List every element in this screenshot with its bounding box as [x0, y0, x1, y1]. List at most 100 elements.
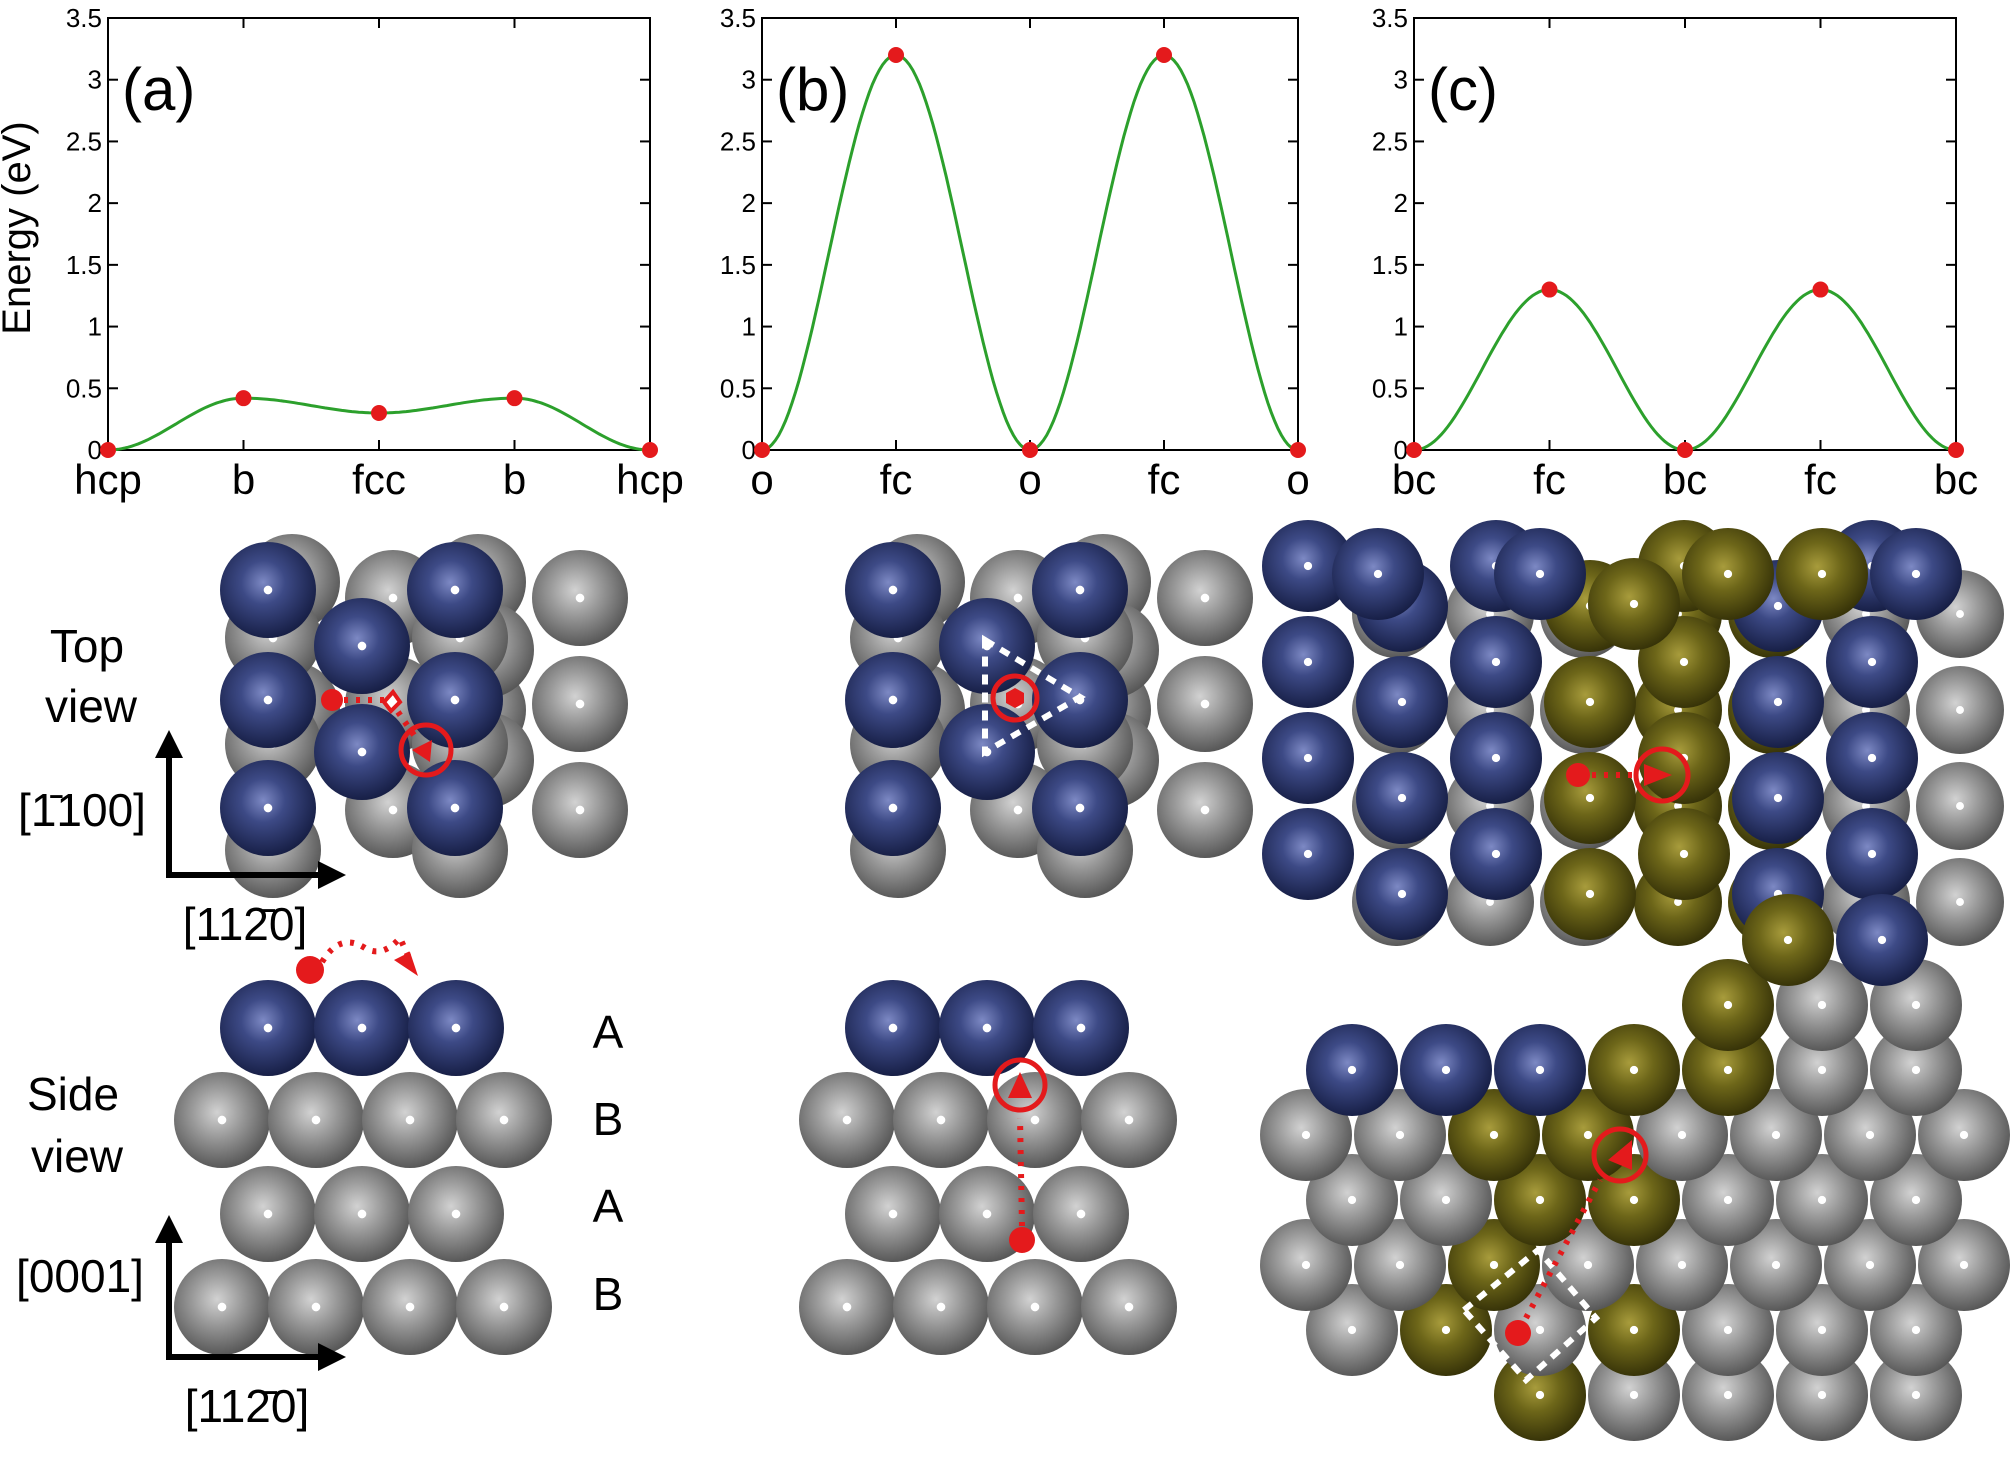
grey-atom [1870, 1284, 1962, 1376]
blue-atom [1262, 808, 1354, 900]
blue-atom [1356, 752, 1448, 844]
blue-atom [1494, 1024, 1586, 1116]
x-category-label: fcc [352, 456, 406, 503]
grey-atom [1354, 1089, 1446, 1181]
structure-b-side-view [799, 980, 1177, 1355]
x-category-label: fc [1533, 456, 1566, 503]
energy-point [754, 442, 770, 458]
energy-point [642, 442, 658, 458]
blue-atom [407, 760, 503, 856]
side-horizontal-direction-label: [112̄0] [185, 1380, 309, 1432]
grey-atom [1400, 1154, 1492, 1246]
blue-atom [1262, 616, 1354, 708]
blue-atom [845, 760, 941, 856]
blue-atom [407, 542, 503, 638]
grey-atom [456, 1259, 552, 1355]
blue-atom [1836, 894, 1928, 986]
y-tick-label: 1 [88, 312, 102, 342]
energy-point [1948, 442, 1964, 458]
blue-atom [220, 760, 316, 856]
olive-atom [1776, 528, 1868, 620]
grey-atom [532, 762, 628, 858]
grey-atom [987, 1072, 1083, 1168]
blue-atom [939, 980, 1035, 1076]
olive-atom [1544, 656, 1636, 748]
y-tick-label: 0.5 [720, 373, 756, 403]
blue-atom [1032, 760, 1128, 856]
olive-atom [1682, 528, 1774, 620]
blue-atom [1356, 848, 1448, 940]
grey-atom [1682, 1284, 1774, 1376]
grey-atom [1730, 1219, 1822, 1311]
grey-atom [1918, 1219, 2010, 1311]
olive-atom [1638, 808, 1730, 900]
diffusion-path-b-side [992, 1057, 1048, 1253]
y-tick-label: 0 [742, 435, 756, 465]
layer-label-2: B [593, 1093, 624, 1145]
diffusion-path-c-side [1459, 1126, 1649, 1385]
grey-atom [408, 1166, 504, 1262]
blue-atom [1732, 656, 1824, 748]
blue-atom [408, 980, 504, 1076]
layer-label-3: A [593, 1180, 624, 1232]
y-tick-label: 0.5 [66, 373, 102, 403]
y-tick-label: 3.5 [1372, 3, 1408, 33]
energy-chart-c: 0 0.5 1 1.5 2 2.5 3 3.5 bc fc bc fc bc (c) [1372, 3, 1978, 503]
blue-atom [1826, 712, 1918, 804]
y-tick-label: 3.5 [720, 3, 756, 33]
grey-atom [532, 656, 628, 752]
grey-atom [1916, 858, 2004, 946]
y-tick-label: 1.5 [1372, 250, 1408, 280]
y-tick-label: 3.5 [66, 3, 102, 33]
blue-atom [845, 980, 941, 1076]
energy-point [1541, 281, 1558, 298]
blue-atom [1450, 808, 1542, 900]
blue-atom [1262, 520, 1354, 612]
x-category-label: bc [1934, 456, 1978, 503]
blue-atom [220, 980, 316, 1076]
side-view-axes [155, 1215, 346, 1371]
diffusion-path-a-top [321, 688, 454, 778]
olive-atom [1448, 1089, 1540, 1181]
x-category-label: o [1018, 456, 1041, 503]
energy-point [100, 442, 116, 458]
grey-atom [1588, 1349, 1680, 1441]
y-axis-label: Energy (eV) [0, 121, 39, 334]
y-tick-label: 1.5 [66, 250, 102, 280]
energy-point [1812, 281, 1829, 298]
energy-point [371, 404, 387, 421]
y-tick-label: 3 [88, 65, 102, 95]
olive-atom [1682, 1024, 1774, 1116]
energy-point [1406, 442, 1422, 458]
energy-chart-a: 0 0.5 1 1.5 2 2.5 3 3.5 hcp b fcc b hcp (a) [66, 3, 684, 503]
layer-label-1: A [593, 1006, 624, 1058]
grey-atom [845, 1166, 941, 1262]
blue-atom [407, 652, 503, 748]
panel-label: (c) [1428, 56, 1498, 123]
grey-atom [1776, 1024, 1868, 1116]
grey-atom [314, 1166, 410, 1262]
grey-atom [1870, 1024, 1962, 1116]
blue-atom [314, 980, 410, 1076]
grey-atom [174, 1072, 270, 1168]
energy-chart-b: 0 0.5 1 1.5 2 2.5 3 3.5 o fc o fc o (b) [720, 3, 1310, 503]
blue-atom [1033, 980, 1129, 1076]
top-vertical-direction-label: [1̄100] [18, 784, 146, 836]
x-category-label: fc [1804, 456, 1837, 503]
energy-point [1677, 442, 1693, 458]
grey-atom [1157, 550, 1253, 646]
grey-atom [220, 1166, 316, 1262]
olive-atom [1448, 1219, 1540, 1311]
grey-atom [268, 1072, 364, 1168]
grey-atom [174, 1259, 270, 1355]
blue-atom [1450, 616, 1542, 708]
olive-atom [1742, 894, 1834, 986]
blue-atom [220, 542, 316, 638]
grey-atom [362, 1259, 458, 1355]
x-category-label: o [1286, 456, 1309, 503]
olive-atom [1682, 959, 1774, 1051]
x-category-label: b [232, 456, 255, 503]
olive-atom [1588, 1284, 1680, 1376]
blue-atom [1870, 528, 1962, 620]
y-tick-label: 3 [1394, 65, 1408, 95]
